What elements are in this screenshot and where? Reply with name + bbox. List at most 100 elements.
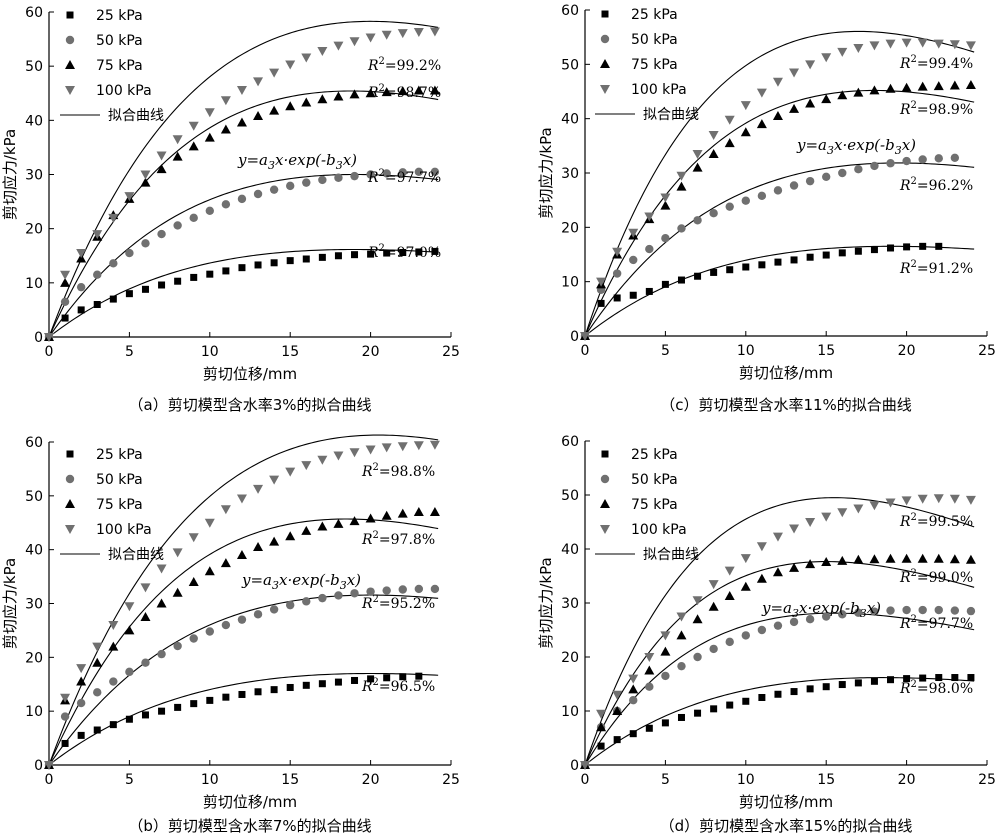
data-point (613, 736, 621, 744)
data-point (901, 496, 912, 506)
fit-equation-lead: y=a (761, 599, 792, 617)
data-point (318, 175, 327, 185)
y-tick-label: 0 (34, 330, 43, 346)
data-point (317, 47, 328, 56)
data-point (173, 221, 182, 230)
r2-exponent: 2 (379, 168, 385, 179)
data-point (253, 77, 264, 87)
data-point (790, 688, 798, 696)
legend-label: 50 kPa (631, 32, 678, 48)
r2-exponent: 2 (373, 594, 379, 605)
data-point (174, 703, 182, 711)
r2-value: =98.7% (385, 85, 441, 101)
data-point (772, 77, 783, 87)
y-tick-label: 50 (25, 59, 43, 75)
chart-caption: （c）剪切模型含水率11%的拟合曲线 (660, 396, 912, 414)
y-axis-label: 剪切应力/kPa (537, 557, 555, 648)
x-axis-label: 剪切位移/mm (203, 365, 297, 383)
data-point (108, 641, 119, 651)
data-point (933, 494, 944, 504)
data-point (950, 153, 960, 162)
data-point (774, 258, 782, 266)
data-point (934, 154, 943, 163)
data-point (949, 80, 960, 90)
data-point (885, 553, 896, 563)
data-point (742, 263, 750, 271)
data-point (805, 176, 815, 186)
data-point (580, 332, 590, 341)
y-tick-label: 30 (561, 166, 579, 182)
r2-label: R2=99.0% (899, 568, 973, 586)
data-point (597, 742, 605, 750)
y-tick-label: 60 (25, 435, 43, 451)
data-point (76, 664, 87, 674)
r2-label: R2=98.9% (899, 100, 973, 118)
data-point (381, 30, 392, 40)
data-point (92, 230, 103, 240)
data-point (317, 94, 328, 104)
data-point (870, 677, 878, 685)
data-point (676, 181, 687, 191)
series-triangle-up (44, 506, 440, 769)
data-point (254, 688, 262, 696)
data-point (109, 677, 118, 686)
data-point (399, 249, 407, 256)
r2-exponent: 2 (911, 176, 917, 187)
data-point (629, 696, 638, 705)
data-point (901, 82, 912, 92)
data-point (886, 606, 895, 615)
x-tick-label: 0 (45, 772, 54, 788)
data-point (692, 614, 703, 624)
data-point (773, 621, 783, 630)
data-point (93, 688, 102, 697)
data-point (596, 277, 607, 287)
r2-symbol: R (899, 514, 911, 530)
data-point (286, 683, 294, 691)
r2-symbol: R (899, 681, 911, 697)
chart-panel-b: 0 5 10 15 20 25 0 10 20 30 40 50 60 剪切位移/mm 剪切应力/kPa （b… (1, 434, 460, 835)
data-point (301, 97, 312, 107)
data-point (366, 170, 375, 179)
data-point (172, 587, 183, 597)
data-point (124, 625, 135, 635)
data-point (821, 53, 832, 63)
y-tick-label: 0 (570, 329, 579, 345)
data-point (204, 518, 215, 528)
data-point (790, 256, 798, 264)
data-point (933, 553, 944, 563)
data-point (919, 674, 927, 682)
data-point (302, 597, 311, 606)
data-point (270, 686, 278, 694)
data-point (821, 556, 832, 566)
data-point (917, 553, 928, 563)
legend-label: 拟合曲线 (108, 547, 164, 563)
fit-equation-lead: y=a (241, 571, 272, 589)
data-point (366, 587, 375, 596)
legend-marker (601, 10, 609, 18)
fit-curve (48, 594, 439, 766)
data-point (365, 33, 376, 43)
r2-symbol: R (367, 85, 379, 101)
data-point (724, 138, 735, 148)
legend: 25 kPa 50 kPa 75 kPa 100 kPa 拟合曲线 (595, 447, 699, 563)
data-point (172, 151, 183, 161)
data-point (692, 596, 703, 606)
data-point (285, 101, 296, 111)
r2-symbol: R (899, 261, 911, 277)
data-point (869, 41, 880, 51)
y-tick-label: 0 (34, 758, 43, 774)
data-point (917, 38, 928, 48)
fit-equation: y=a3x·exp(-b3x) (761, 599, 881, 620)
r2-label: R2=98.8% (361, 462, 435, 480)
data-point (612, 690, 623, 700)
data-point (188, 141, 199, 151)
data-point (333, 91, 344, 101)
data-point (365, 88, 376, 98)
data-point (140, 170, 151, 180)
data-point (285, 531, 296, 541)
data-point (429, 27, 440, 37)
data-point (902, 605, 911, 615)
r2-label: R2=97.7% (899, 614, 973, 632)
data-point (822, 251, 830, 259)
chart-panel-d: 0 5 10 15 20 25 0 10 20 30 40 50 60 剪切位移/mm 剪切应力/kPa （d… (537, 434, 996, 835)
